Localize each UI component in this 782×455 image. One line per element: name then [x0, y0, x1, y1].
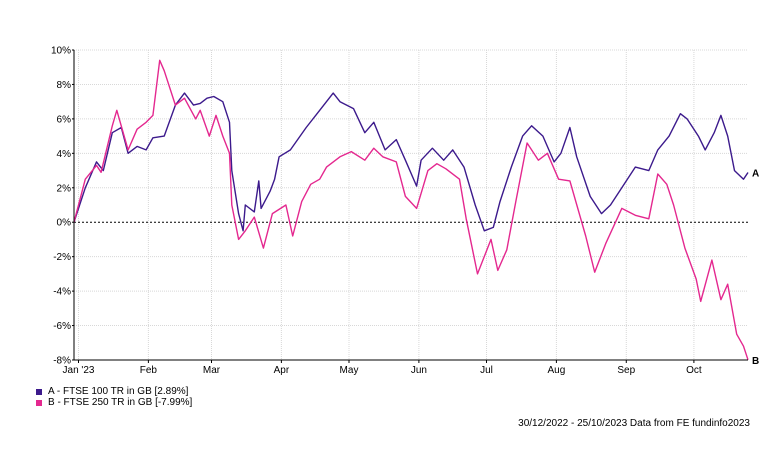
y-tick-label: 2% [57, 183, 72, 194]
x-tick-label: Oct [686, 365, 702, 376]
end-label-b: B [752, 356, 759, 367]
y-tick-label: -6% [53, 321, 71, 332]
x-tick-label: Apr [274, 365, 290, 376]
y-tick-label: -2% [53, 252, 71, 263]
legend-label-b: B - FTSE 250 TR in GB [-7.99%] [48, 397, 193, 408]
y-tick-label: 0% [57, 218, 72, 229]
legend: A - FTSE 100 TR in GB [2.89%] B - FTSE 2… [36, 386, 192, 408]
legend-item-b: B - FTSE 250 TR in GB [-7.99%] [36, 397, 192, 408]
x-tick-label: Jun [411, 365, 427, 376]
series-lines [73, 59, 749, 361]
x-axis-tick-labels: Jan '23 Feb Mar Apr May Jun Jul Aug Sep Oct [63, 360, 702, 376]
legend-item-a: A - FTSE 100 TR in GB [2.89%] [36, 386, 192, 397]
y-tick-label: -8% [53, 356, 71, 367]
x-tick-label: Jul [480, 365, 493, 376]
y-tick-label: 8% [57, 80, 72, 91]
y-axis-tick-labels: 10% 8% 6% 4% 2% 0% -2% -4% -6% -8% [51, 46, 71, 367]
source-note: 30/12/2022 - 25/10/2023 Data from FE fun… [518, 418, 750, 429]
y-tick-label: 6% [57, 114, 72, 125]
x-tick-label: Sep [617, 365, 635, 376]
series-line-a [73, 92, 749, 232]
series-line-b [73, 59, 749, 361]
gridlines [74, 49, 748, 361]
x-tick-label: May [340, 365, 359, 376]
y-tick-label: 4% [57, 149, 72, 160]
end-label-a: A [752, 168, 759, 179]
x-tick-label: Aug [547, 365, 565, 376]
plot-frame [72, 49, 748, 361]
x-tick-label: Jan '23 [63, 365, 95, 376]
legend-label-a: A - FTSE 100 TR in GB [2.89%] [48, 386, 189, 397]
y-tick-label: -4% [53, 287, 71, 298]
x-tick-label: Mar [203, 365, 221, 376]
legend-swatch-a [36, 388, 42, 395]
legend-swatch-b [36, 399, 42, 406]
series-end-labels: AB [752, 168, 759, 366]
x-tick-label: Feb [140, 365, 158, 376]
y-tick-label: 10% [51, 46, 71, 57]
